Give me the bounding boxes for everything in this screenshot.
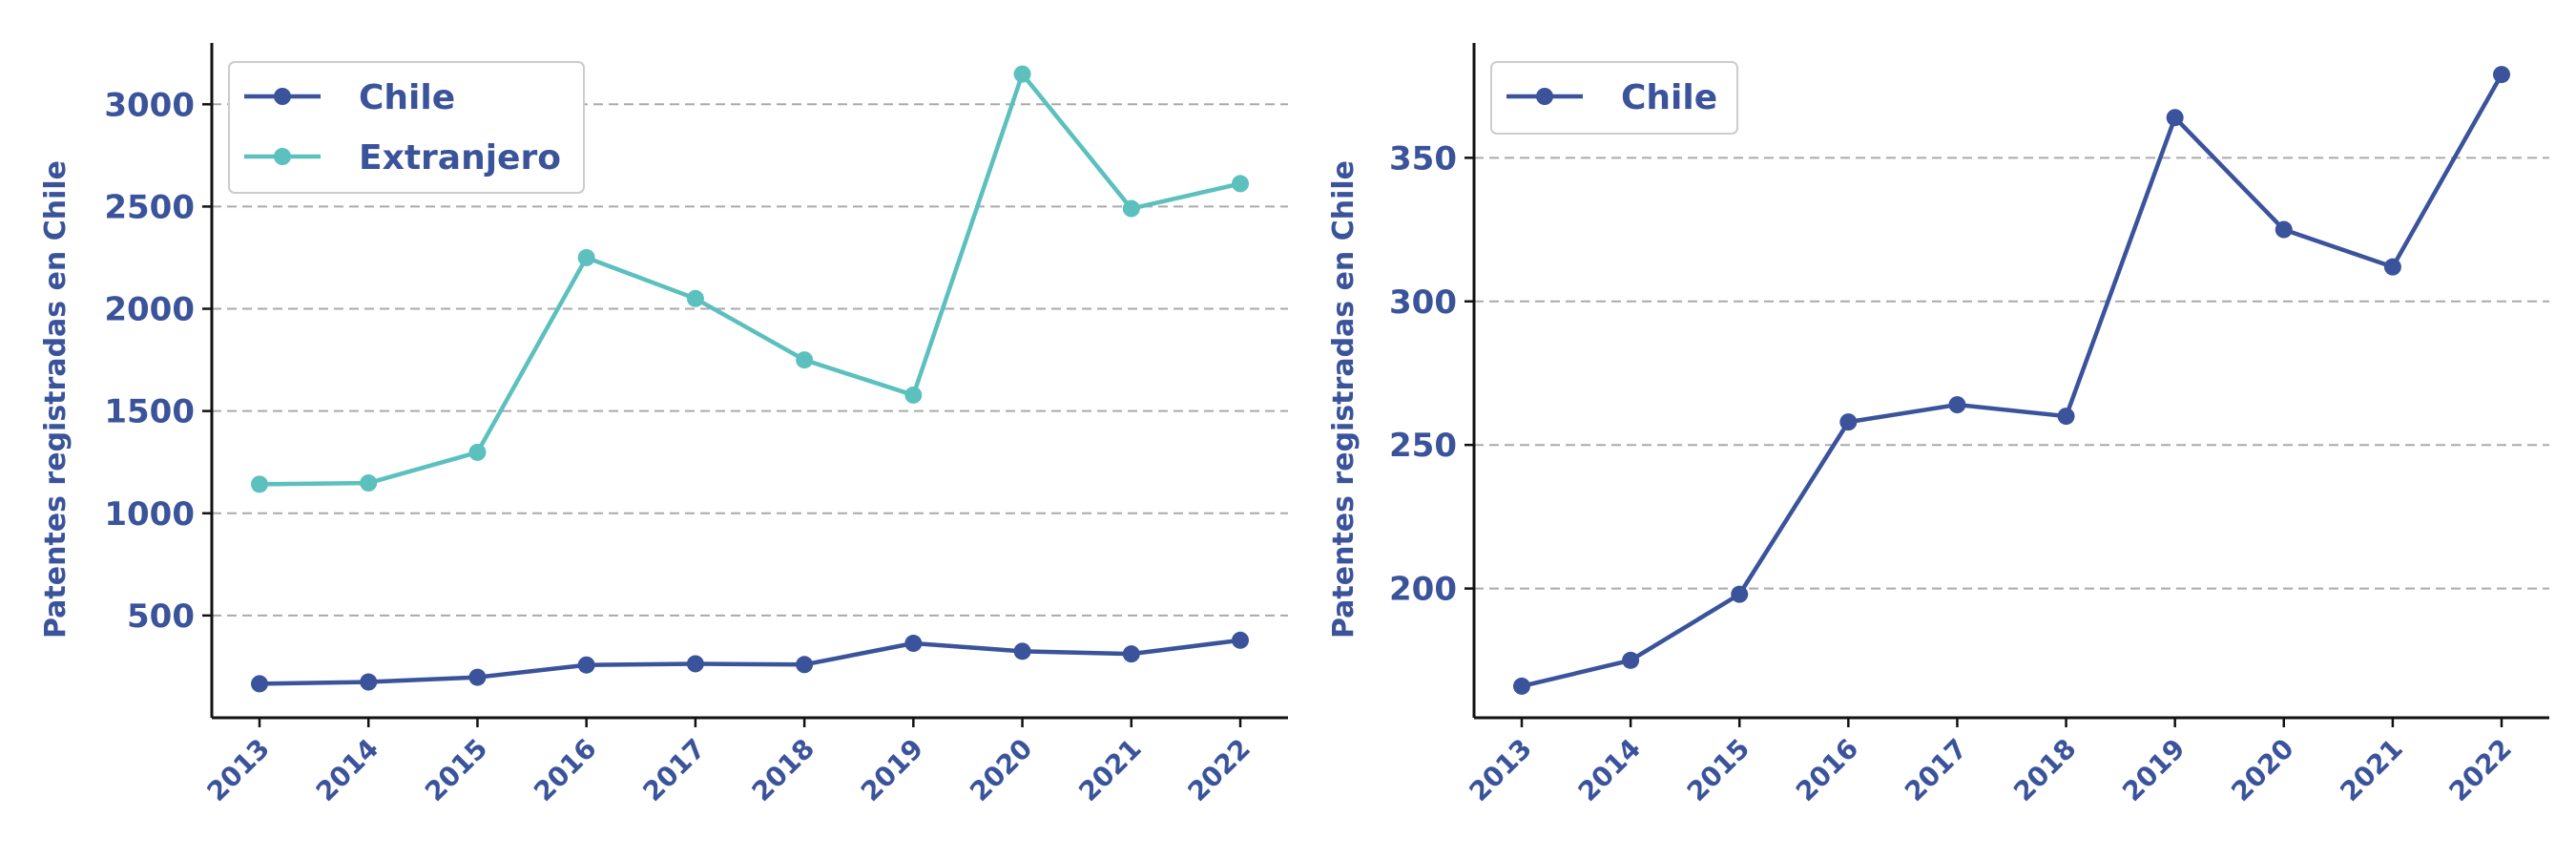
- data-point: [687, 290, 704, 307]
- x-tick-label: 2021: [1072, 733, 1147, 807]
- x-tick-label: 2022: [1182, 733, 1257, 807]
- y-tick-label: 2000: [104, 291, 195, 329]
- data-point: [796, 351, 813, 368]
- x-tick-label: 2022: [2443, 733, 2518, 807]
- data-point: [796, 656, 813, 673]
- data-point: [251, 475, 268, 492]
- series-chile: [1513, 66, 2510, 695]
- data-point: [1948, 396, 1965, 413]
- chart-panel-2: 200 250 300 350 2013 2014 2015 2016 2017 2018 2019…: [1327, 43, 2549, 807]
- data-point: [1731, 586, 1748, 603]
- x-tick-label: 2013: [1464, 733, 1538, 807]
- x-tick-label: 2017: [1899, 733, 1973, 807]
- series-chile: [251, 632, 1249, 693]
- x-tick-label: 2014: [310, 733, 384, 807]
- x-tick-label: 2018: [746, 733, 821, 807]
- series-line: [1522, 74, 2502, 686]
- legend: Chile Extranjero: [229, 62, 584, 193]
- y-tick-label: 350: [1389, 139, 1457, 178]
- y-axis-label: Patentes registradas en Chile: [39, 160, 73, 639]
- legend: Chile: [1491, 62, 1737, 134]
- y-tick-label: 300: [1389, 283, 1457, 322]
- x-tick-label: 2016: [1790, 733, 1864, 807]
- x-tick-label: 2015: [1681, 733, 1755, 807]
- x-tick-label: 2020: [2225, 733, 2299, 807]
- x-tick-label: 2015: [419, 733, 493, 807]
- legend-entry: Extranjero: [359, 138, 561, 178]
- data-point: [360, 674, 377, 691]
- data-point: [1622, 652, 1639, 669]
- y-tick-label: 200: [1389, 571, 1457, 609]
- x-tick-label: 2021: [2334, 733, 2408, 807]
- x-tick-label: 2019: [2116, 733, 2191, 807]
- y-tick-label: 1500: [104, 393, 195, 431]
- data-point: [2058, 408, 2075, 425]
- data-point: [578, 657, 595, 674]
- data-point: [904, 635, 922, 652]
- legend-marker: [1536, 88, 1553, 105]
- data-point: [2493, 66, 2510, 83]
- x-tick-label: 2017: [636, 733, 711, 807]
- data-point: [2275, 221, 2293, 239]
- y-tick-label: 3000: [104, 86, 195, 124]
- x-tick-label: 2018: [2007, 733, 2082, 807]
- x-tick-label: 2013: [201, 733, 276, 807]
- series-line: [260, 640, 1240, 684]
- legend-marker: [274, 88, 291, 105]
- y-tick-label: 250: [1389, 427, 1457, 465]
- data-point: [468, 669, 486, 686]
- data-point: [1232, 175, 1249, 192]
- x-tick-label: 2020: [964, 733, 1038, 807]
- chart-panel-1: 500 1000 1500 2000 2500 3000 2013 2014 2015 2016 2…: [39, 43, 1288, 807]
- data-point: [578, 249, 595, 266]
- data-point: [1513, 678, 1530, 695]
- data-point: [360, 474, 377, 492]
- data-point: [1123, 645, 1140, 662]
- y-axis-label: Patentes registradas en Chile: [1327, 160, 1361, 639]
- y-tick-label: 2500: [104, 188, 195, 226]
- data-point: [2167, 109, 2184, 126]
- data-point: [1014, 66, 1031, 83]
- y-tick-label: 500: [127, 597, 195, 636]
- legend-marker: [274, 148, 291, 165]
- y-tick-label: 1000: [104, 495, 195, 534]
- data-point: [1232, 632, 1249, 649]
- x-tick-label: 2014: [1572, 733, 1647, 807]
- x-tick-label: 2016: [528, 733, 602, 807]
- data-point: [1123, 200, 1140, 218]
- data-point: [1014, 642, 1031, 660]
- legend-entry: Chile: [1621, 78, 1717, 117]
- legend-entry: Chile: [359, 78, 455, 117]
- data-point: [251, 675, 268, 692]
- data-point: [468, 444, 486, 461]
- data-point: [1839, 413, 1857, 430]
- data-point: [904, 387, 922, 404]
- data-point: [687, 655, 704, 672]
- data-point: [2384, 259, 2401, 276]
- x-tick-label: 2019: [855, 733, 929, 807]
